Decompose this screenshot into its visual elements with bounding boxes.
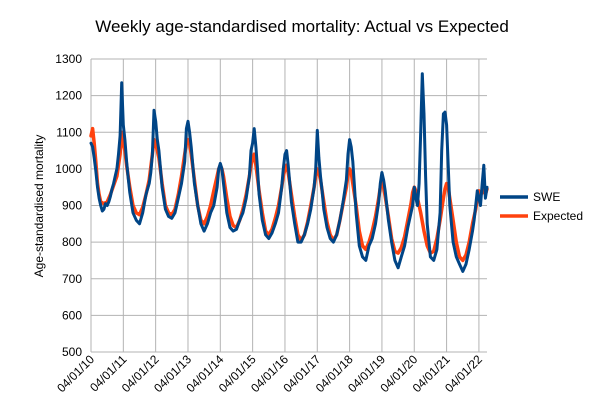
y-axis-label: Age-standardised mortality (32, 135, 46, 278)
series-lines (89, 72, 489, 273)
y-tick-label: 1200 (55, 89, 82, 103)
y-tick-label: 1000 (55, 162, 82, 176)
y-tick-label: 500 (62, 345, 82, 359)
y-tick-label: 700 (62, 272, 82, 286)
y-tick-label: 800 (62, 235, 82, 249)
y-tick-labels: 500 600 700 800 900 1000 1100 1200 1300 (55, 52, 82, 359)
y-tick-label: 900 (62, 199, 82, 213)
legend-label-swe: SWE (533, 190, 560, 204)
series-line-swe (89, 72, 489, 273)
y-tick-label: 600 (62, 308, 82, 322)
y-tick-label: 1100 (56, 125, 82, 139)
legend-label-expected: Expected (533, 209, 583, 223)
chart-title: Weekly age-standardised mortality: Actua… (95, 17, 509, 36)
legend: SWE Expected (500, 190, 583, 223)
grid (90, 58, 487, 353)
y-tick-label: 1300 (55, 52, 82, 66)
